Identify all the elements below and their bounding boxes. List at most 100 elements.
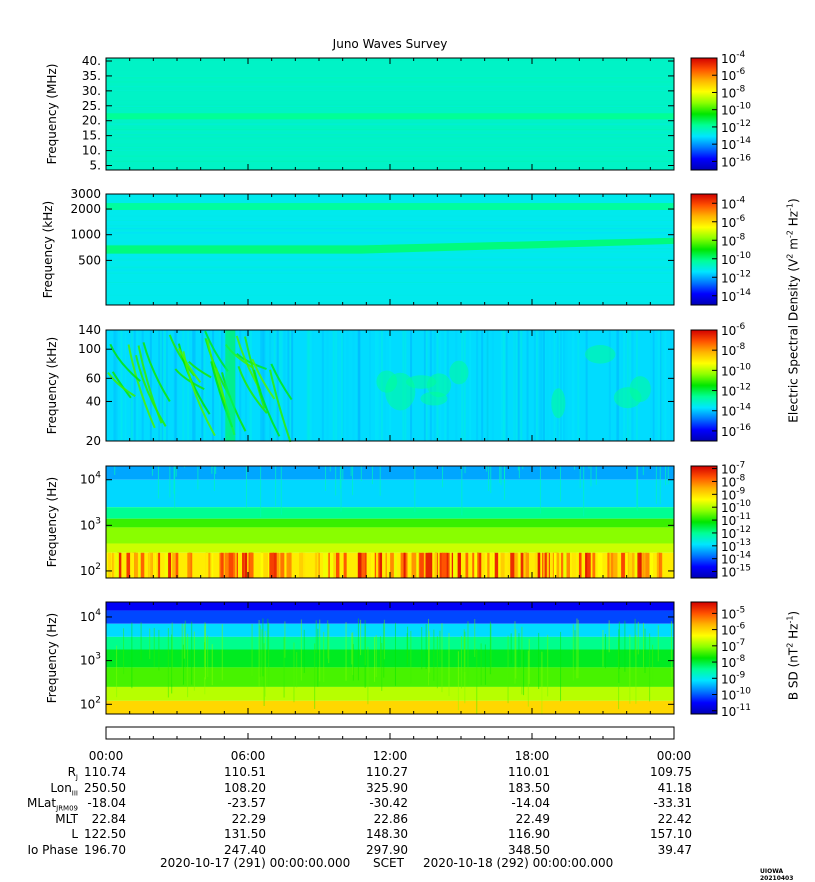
broadband-spike [609,620,610,652]
broadband-spike [187,634,188,697]
broadband-spike [467,621,468,684]
ephemeris-value: 22.42 [632,812,692,826]
footer-end-time: 2020-10-18 (292) 00:00:00.000 [423,856,613,870]
spectral-layer [106,687,674,701]
lf-burst [419,553,424,578]
y-tick-label: 20. [82,114,101,128]
broadband-spike [293,643,294,703]
spectrogram-stripe [106,124,674,125]
spectrogram-panel-4: Frequency (Hz)10-710-810-910-1010-1110-1… [45,461,751,580]
hf-spike [152,466,153,476]
broadband-spike [521,627,522,695]
figure-title: Juno Waves Survey [0,37,780,51]
broadband-spike [182,624,183,684]
broadband-spike [184,624,185,659]
lf-burst [141,553,145,578]
y-tick-label: 104 [80,471,101,487]
spectrogram-stripe [106,215,674,216]
time-axis [106,727,674,739]
y-tick-label: 20 [86,434,101,448]
broadband-spike [576,618,577,678]
emission-band [106,113,674,119]
colorbar [691,602,717,714]
y-tick-label: 2000 [70,202,101,216]
broadband-spike [458,651,459,710]
lf-burst [508,553,511,578]
broadband-spike [490,622,491,675]
ephemeris-value: 110.51 [206,765,266,779]
spectrogram-column [564,330,566,441]
colorbar-tick-label: 10-10 [721,687,751,703]
spectrogram-column [124,330,126,441]
hf-spike [114,466,115,475]
lf-burst [168,553,170,578]
spectrogram-stripe [106,105,674,106]
broadband-spike [428,619,429,686]
colorbar-tick-label: 10-4 [721,195,746,211]
broadband-spike [547,635,548,697]
lf-burst [151,553,152,578]
broadband-spike [508,636,509,704]
broadband-spike [374,637,375,682]
colorbar [691,466,717,578]
colorbar-tick-label: 10-8 [721,84,746,100]
spectrogram-column [375,330,377,441]
y-tick-label: 104 [80,608,101,624]
lf-burst [155,553,156,578]
spectrogram-column [664,330,666,441]
ephemeris-value: 116.90 [490,827,550,841]
ephemeris-value: 109.75 [632,765,692,779]
lf-burst [447,553,449,578]
spectrogram-column [651,330,653,441]
lf-burst [245,553,248,578]
hf-spike [372,466,373,484]
broadband-spike [264,643,265,706]
spectrogram-column [573,330,575,441]
broadband-spike [154,628,155,667]
spectrogram-column [534,330,536,441]
broadband-spike [407,627,408,664]
hf-spike [352,466,353,495]
hf-spike [260,466,261,517]
spectrogram-stripe [106,269,674,270]
spectrogram-column [481,330,483,441]
spectrogram-column [341,330,343,441]
lf-burst [412,553,417,578]
y-tick-label: 500 [78,253,101,267]
spectrogram-stripe [106,77,674,78]
y-tick-label: 30. [82,84,101,98]
lf-burst [250,553,254,578]
broadband-spike [358,619,359,681]
colorbar-tick-label: 10-14 [721,136,751,152]
broadband-spike [529,639,530,684]
colorbar-tick-label: 10-11 [721,703,751,719]
broadband-spike [652,645,653,685]
spectral-layer [106,637,674,650]
spectrogram-stripe [106,221,674,222]
broadband-spike [296,652,297,687]
broadband-spike [541,652,542,715]
lf-burst [485,553,487,578]
broadband-spike [376,635,377,677]
ephemeris-value: 41.18 [632,781,692,795]
spectrogram-column [182,330,184,441]
lf-burst [607,553,608,578]
lf-burst [299,553,303,578]
broadband-spike [365,626,366,665]
spectrogram-stripe [106,140,674,141]
y-tick-label: 60 [86,371,101,385]
ephemeris-value: 22.84 [66,812,126,826]
spectrogram-column [658,330,660,441]
spectrogram-stripe [106,230,674,231]
hf-spike [668,466,669,484]
spectrogram-stripe [106,127,674,128]
broadband-spike [645,629,646,673]
spectrogram-column [557,330,559,441]
spectrogram-column [621,330,623,441]
colorbar-tick-label: 10-10 [721,102,751,118]
lf-burst [625,553,628,578]
broadband-spike [658,625,659,661]
colorbar-tick-label: 10-12 [721,383,751,399]
hf-spike [580,466,581,488]
broadband-spike [149,629,150,659]
